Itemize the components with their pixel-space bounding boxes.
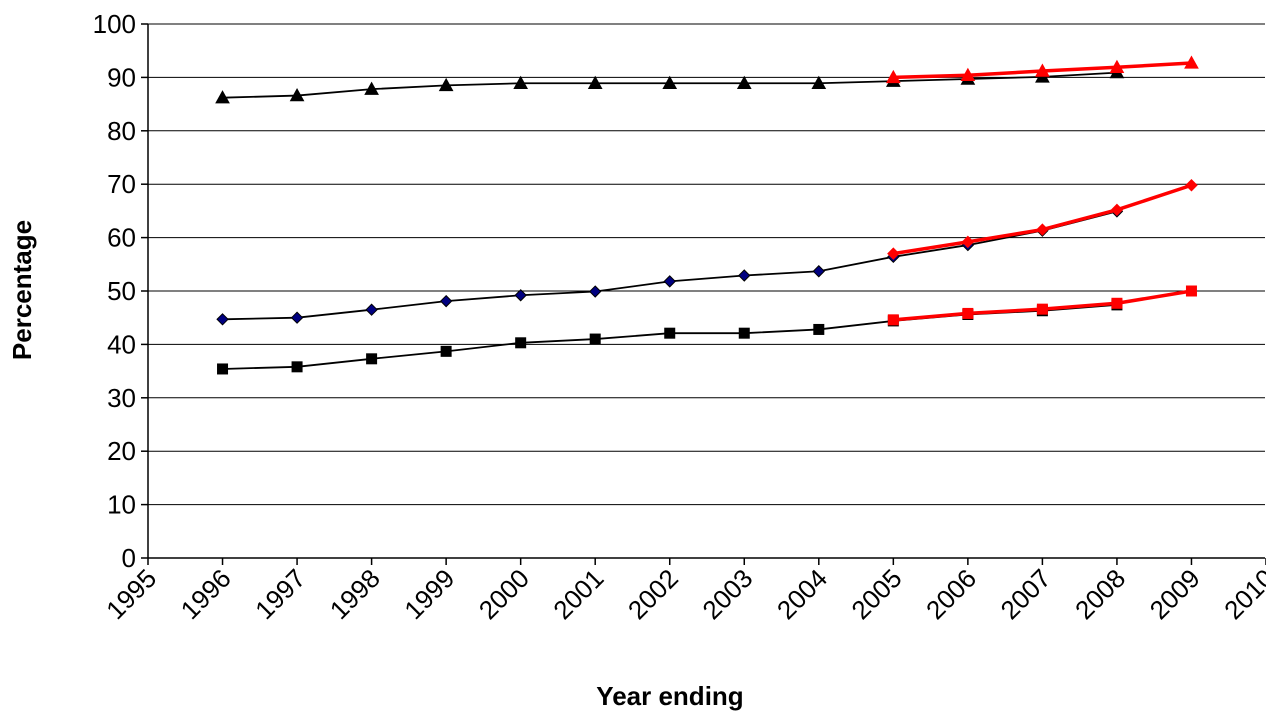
data-point-4-1999 (440, 345, 452, 357)
data-point-3-2009 (1185, 179, 1198, 192)
y-tick-label-40: 40 (107, 329, 136, 359)
data-point-3-2007 (1036, 223, 1049, 236)
data-point-1-2007 (1035, 63, 1050, 77)
axes (141, 23, 1266, 565)
data-point-5-2007 (1036, 303, 1048, 315)
y-tick-label-20: 20 (107, 436, 136, 466)
series-0 (215, 65, 1125, 104)
data-point-0-2003 (736, 75, 752, 89)
series-3 (887, 179, 1198, 260)
x-tick-label-2000: 2000 (473, 563, 535, 625)
series-5 (887, 285, 1197, 326)
data-point-0-1999 (438, 77, 454, 92)
y-tick-label-60: 60 (107, 223, 136, 253)
data-point-0-2001 (587, 75, 603, 89)
x-tick-label-2004: 2004 (771, 563, 833, 625)
x-tick-label-2005: 2005 (845, 563, 907, 625)
y-tick-label-80: 80 (107, 116, 136, 146)
data-point-3-2005 (887, 247, 900, 260)
data-point-2-1997 (290, 311, 304, 324)
data-point-5-2009 (1185, 285, 1197, 297)
series-line-2 (222, 210, 1118, 321)
x-tick-label-2007: 2007 (995, 563, 1057, 625)
x-tick-label-2003: 2003 (696, 563, 758, 625)
data-point-0-2000 (513, 75, 529, 89)
x-tick-label-1998: 1998 (324, 563, 386, 625)
data-point-0-1997 (289, 88, 305, 102)
data-point-1-2005 (885, 69, 901, 84)
data-point-0-1996 (215, 90, 230, 104)
series-group (215, 55, 1199, 375)
data-point-0-1998 (364, 81, 379, 95)
x-tick-label-2009: 2009 (1144, 563, 1206, 625)
data-point-1-2006 (960, 67, 976, 81)
data-point-4-2002 (664, 327, 676, 339)
x-tick-label-2010: 2010 (1218, 563, 1266, 625)
data-point-4-2003 (738, 327, 750, 339)
data-point-0-2004 (811, 75, 827, 89)
data-point-2-2000 (514, 289, 527, 302)
data-point-5-2005 (887, 314, 899, 326)
x-tick-label-2006: 2006 (920, 563, 982, 625)
x-tick-label-2002: 2002 (622, 563, 684, 625)
data-point-3-2008 (1110, 203, 1124, 217)
y-tick-label-70: 70 (107, 169, 136, 199)
x-tick-label-1996: 1996 (175, 563, 237, 625)
gridlines (148, 23, 1265, 506)
data-point-5-2008 (1111, 297, 1123, 309)
tick-labels: 0 10 20 30 40 50 60 70 80 90 100 1995 1996 1997 1998 19… (93, 9, 1266, 625)
data-point-4-2004 (813, 323, 825, 335)
x-tick-label-2008: 2008 (1069, 563, 1131, 625)
data-point-2-2004 (812, 265, 826, 278)
data-point-1-2008 (1109, 59, 1125, 73)
data-point-2-1996 (216, 313, 229, 326)
y-axis-title: Percentage (7, 220, 37, 360)
y-tick-label-50: 50 (107, 276, 136, 306)
y-tick-label-90: 90 (107, 62, 136, 92)
y-tick-label-10: 10 (107, 490, 136, 520)
data-point-2-2003 (738, 269, 751, 282)
y-tick-label-30: 30 (107, 383, 136, 413)
x-tick-label-1997: 1997 (249, 563, 311, 625)
data-point-0-2002 (662, 75, 678, 89)
data-point-4-1998 (366, 353, 378, 365)
y-tick-label-100: 100 (93, 9, 136, 39)
series-1 (885, 55, 1199, 84)
data-point-4-1996 (217, 363, 229, 375)
y-tick-label-0: 0 (122, 543, 136, 573)
data-point-3-2006 (961, 235, 975, 249)
data-point-5-2006 (962, 307, 974, 319)
data-point-1-2009 (1184, 55, 1199, 69)
x-tick-label-1995: 1995 (100, 563, 162, 625)
data-point-4-2001 (589, 333, 601, 345)
x-axis-title: Year ending (596, 681, 743, 711)
data-point-2-1999 (439, 294, 453, 308)
x-tick-label-2001: 2001 (547, 563, 609, 625)
series-2 (216, 205, 1124, 326)
data-point-2-2002 (663, 275, 676, 288)
data-point-4-2000 (515, 337, 527, 349)
data-point-2-2001 (588, 285, 602, 298)
data-point-4-1997 (291, 361, 303, 373)
series-line-3 (893, 183, 1193, 256)
data-point-2-1998 (365, 303, 378, 316)
x-tick-label-1999: 1999 (398, 563, 460, 625)
